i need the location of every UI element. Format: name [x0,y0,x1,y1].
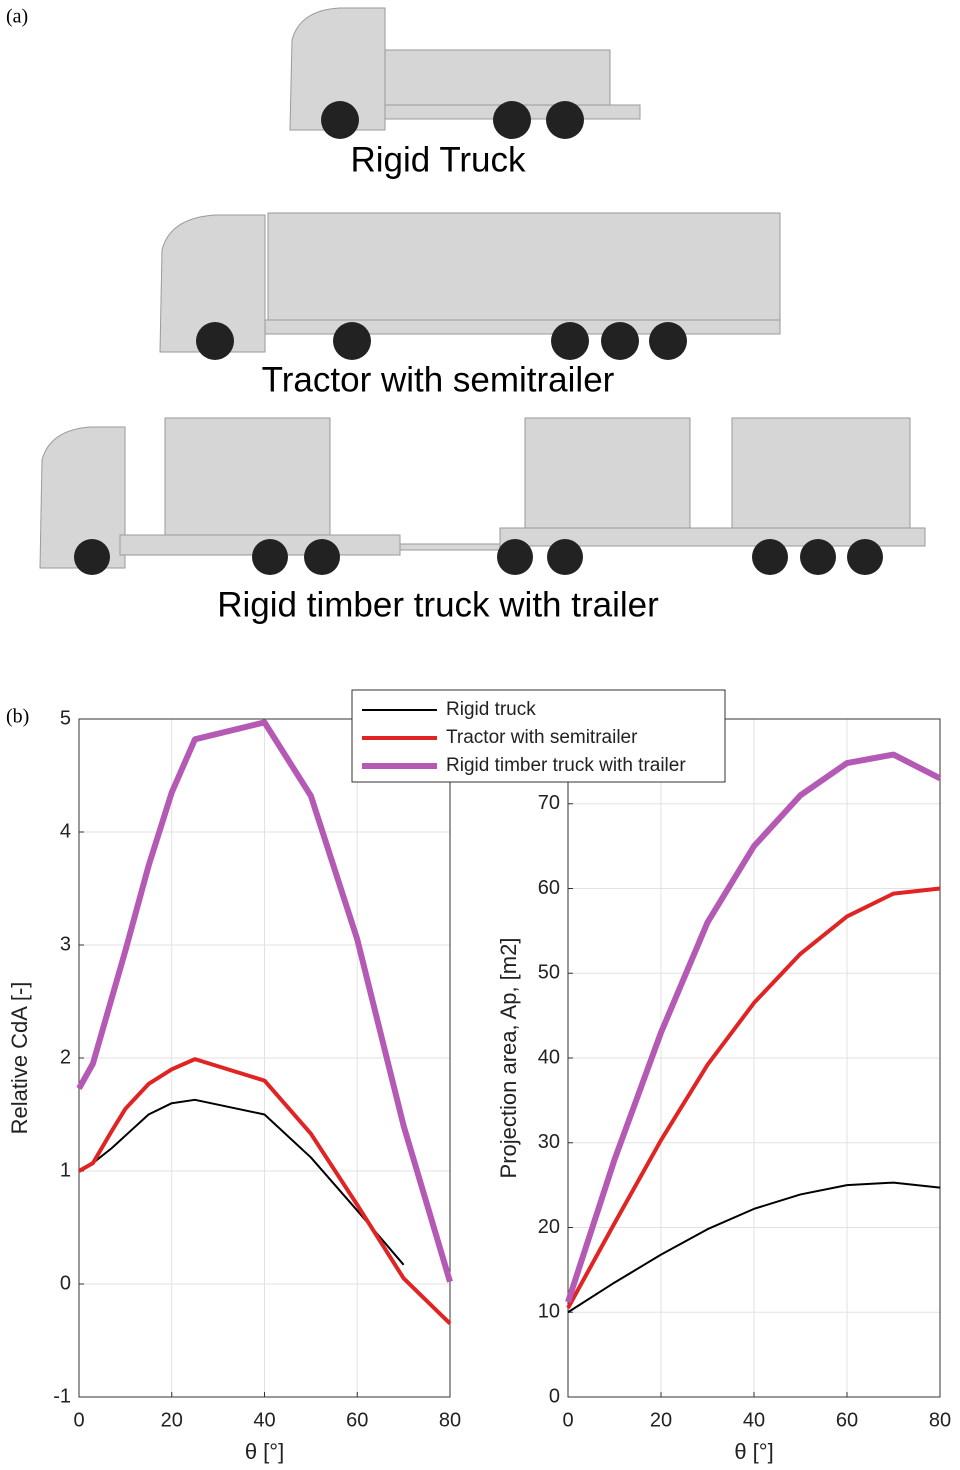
plot-frame [567,718,941,1398]
x-tick-label: 40 [743,1409,765,1431]
panel-label: (a) [6,6,28,28]
y-tick-label: 2 [60,1046,71,1068]
y-axis-label: Projection area, Ap, [m2] [496,938,521,1179]
y-tick-label: 50 [538,962,560,984]
truck-illustration [159,212,781,360]
y-tick-label: 40 [538,1046,560,1068]
data-line [78,1057,452,1325]
y-tick-label: -1 [53,1385,71,1407]
x-tick-label: 60 [346,1409,368,1431]
y-tick-label: 1 [60,1159,71,1181]
y-tick-label: 30 [538,1131,560,1153]
vehicle-caption: Rigid timber truck with trailer [217,585,659,624]
vehicle-caption: Rigid Truck [350,140,526,179]
data-line [76,719,453,1283]
x-tick-label: 20 [650,1409,672,1431]
y-tick-label: 3 [60,933,71,955]
x-tick-label: 80 [929,1409,951,1431]
truck-illustration [289,7,641,139]
x-axis-label: θ [°] [245,1439,284,1464]
plot-frame [78,718,451,1398]
y-tick-label: 0 [60,1272,71,1294]
x-axis-label: θ [°] [734,1439,773,1464]
x-tick-label: 0 [562,1409,573,1431]
y-axis-label: Relative CdA [-] [7,982,32,1135]
data-line [567,1181,941,1314]
legend-label: Rigid timber truck with trailer [446,755,686,776]
x-tick-label: 80 [439,1409,461,1431]
y-tick-label: 60 [538,877,560,899]
data-line [78,1098,405,1266]
truck-illustration [39,417,926,575]
panel-label: (b) [6,706,29,728]
legend-label: Tractor with semitrailer [446,727,638,748]
y-tick-label: 70 [538,792,560,814]
y-tick-label: 20 [538,1216,560,1238]
y-tick-label: 4 [60,820,71,842]
y-tick-label: 10 [538,1301,560,1323]
x-tick-label: 40 [253,1409,275,1431]
y-tick-label: 5 [60,707,71,729]
data-line [565,751,942,1304]
legend-label: Rigid truck [446,699,536,720]
x-tick-label: 0 [73,1409,84,1431]
y-tick-label: 0 [549,1385,560,1407]
vehicle-caption: Tractor with semitrailer [262,360,615,399]
x-tick-label: 60 [836,1409,858,1431]
x-tick-label: 20 [161,1409,183,1431]
data-line [566,886,941,1309]
